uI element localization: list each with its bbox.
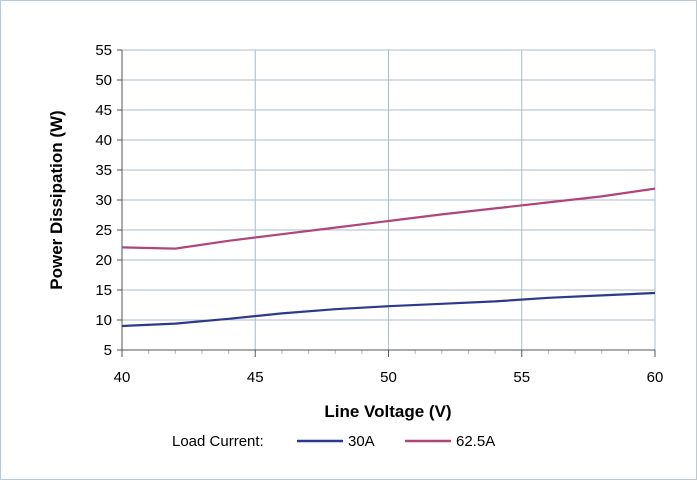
y-axis-ticks: 5 10 15 20 25 30 35 40 45 50 55: [95, 42, 112, 359]
grid-lines: [122, 49, 656, 350]
axes: [117, 49, 656, 357]
series-line-30a: [121, 291, 656, 328]
y-tick-label: 40: [95, 132, 112, 149]
x-axis-title: Line Voltage (V): [324, 402, 451, 421]
y-tick-label: 55: [95, 42, 112, 59]
legend-title: Load Current:: [172, 433, 264, 450]
x-tick-label: 40: [114, 369, 131, 386]
x-tick-label: 50: [380, 369, 397, 386]
legend-label-62-5a: 62.5A: [456, 433, 495, 450]
x-tick-label: 45: [247, 369, 264, 386]
legend: Load Current: 30A 62.5A: [172, 433, 495, 450]
y-tick-label: 30: [95, 192, 112, 209]
series-lines: [121, 187, 656, 328]
x-tick-label: 60: [647, 369, 664, 386]
series-line-62-5a: [121, 187, 656, 250]
y-tick-label: 35: [95, 162, 112, 179]
x-tick-label: 55: [513, 369, 530, 386]
y-tick-label: 50: [95, 72, 112, 89]
y-tick-label: 5: [104, 342, 112, 359]
y-tick-label: 10: [95, 312, 112, 329]
y-tick-label: 20: [95, 252, 112, 269]
legend-label-30a: 30A: [348, 433, 375, 450]
y-axis-title: Power Dissipation (W): [47, 110, 66, 289]
y-tick-label: 25: [95, 222, 112, 239]
y-tick-label: 15: [95, 282, 112, 299]
y-tick-label: 45: [95, 102, 112, 119]
x-axis-ticks: 40 45 50 55 60: [114, 369, 664, 386]
